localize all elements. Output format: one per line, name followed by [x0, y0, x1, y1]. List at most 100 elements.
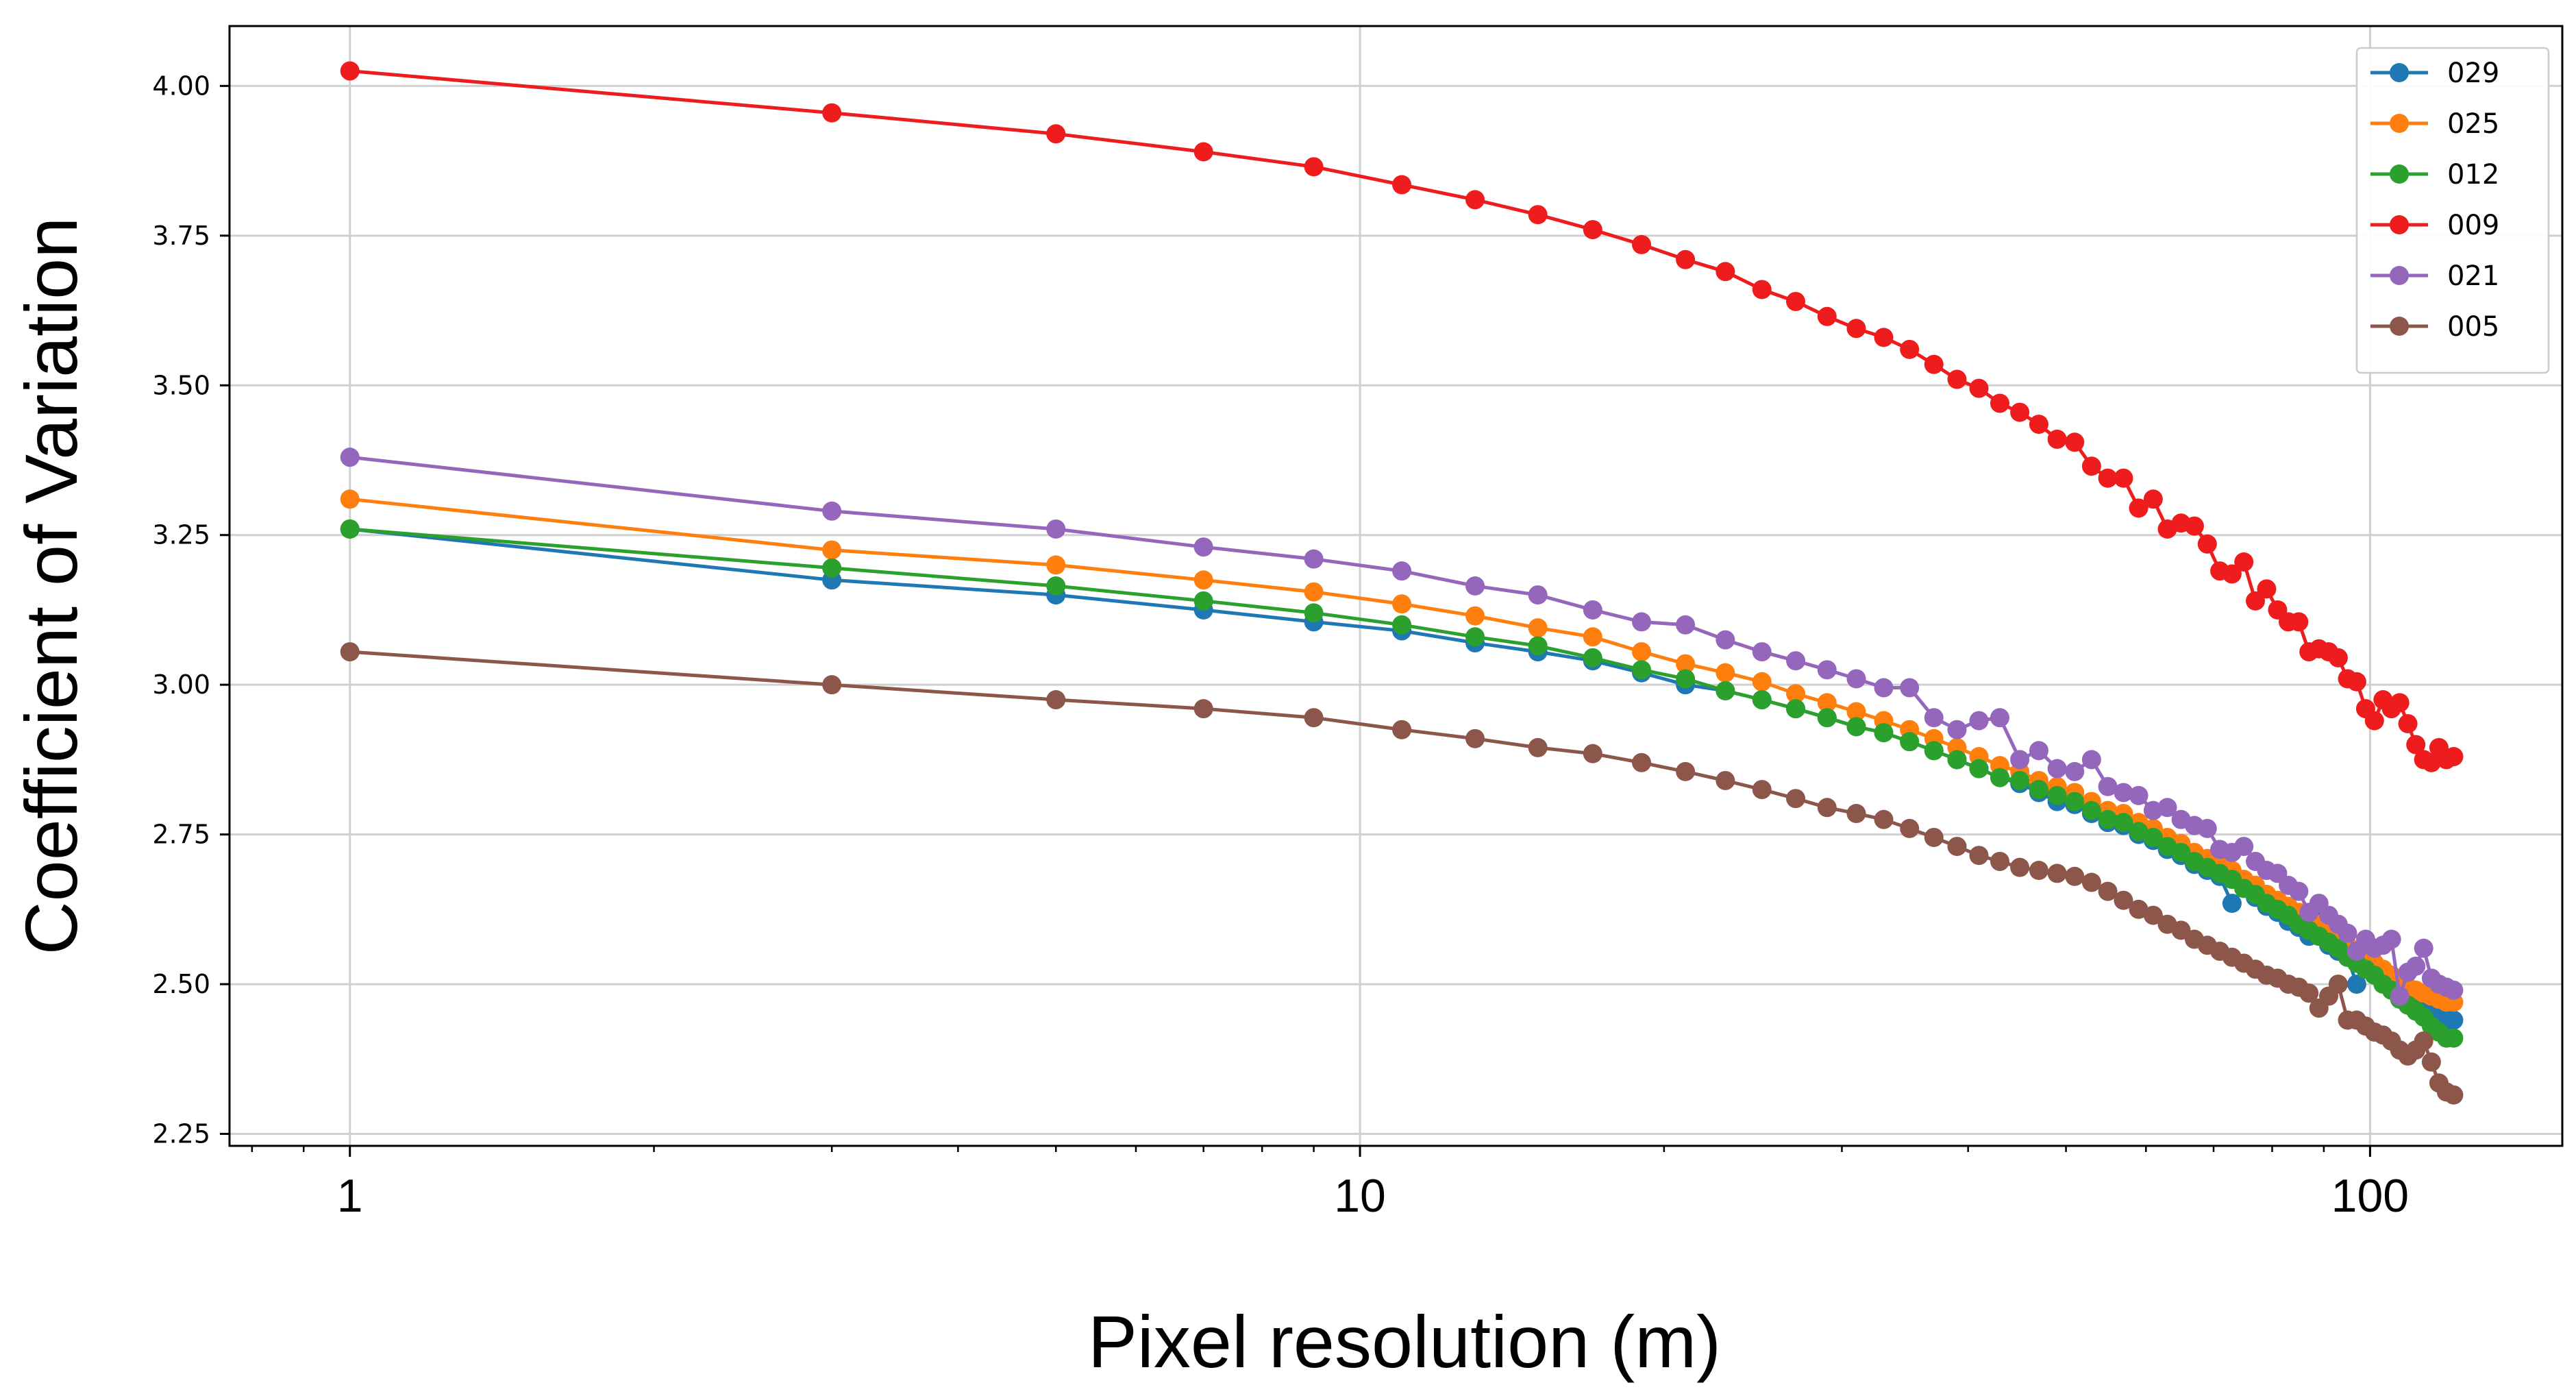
data-point-009 [1752, 280, 1772, 299]
data-point-012 [1583, 648, 1602, 668]
x-axis-title: Pixel resolution (m) [1088, 1300, 1721, 1383]
data-point-021 [2065, 761, 2085, 781]
data-point-025 [1193, 570, 1213, 590]
data-point-005 [1846, 804, 1866, 824]
data-point-021 [2029, 741, 2048, 761]
grid-lines [230, 26, 2562, 1146]
data-point-021 [1752, 642, 1772, 662]
data-point-012 [1716, 681, 1735, 700]
data-point-005 [1583, 744, 1602, 763]
data-point-021 [1969, 711, 1989, 731]
y-tick-label: 3.00 [152, 670, 210, 700]
data-point-005 [2010, 857, 2030, 877]
data-point-009 [2010, 402, 2030, 422]
data-point-012 [1528, 636, 1548, 656]
data-point-009 [2421, 752, 2441, 772]
data-point-005 [1990, 851, 2009, 871]
data-point-009 [2444, 747, 2464, 767]
y-tick-label: 3.75 [152, 221, 210, 251]
data-point-005 [2081, 872, 2101, 892]
legend-entry-029: 029 [2370, 58, 2499, 89]
data-point-012 [1304, 603, 1324, 623]
data-point-021 [1304, 549, 1324, 569]
data-point-009 [2289, 612, 2309, 632]
data-point-012 [2143, 827, 2163, 847]
data-point-009 [1583, 220, 1602, 240]
data-point-009 [2246, 591, 2266, 611]
legend-marker [2390, 317, 2409, 336]
data-point-021 [340, 448, 360, 467]
data-point-021 [1924, 708, 1944, 728]
data-point-009 [2047, 429, 2067, 449]
data-point-025 [1392, 594, 1412, 614]
data-point-005 [2444, 1085, 2464, 1105]
data-point-021 [1900, 678, 1920, 698]
data-point-005 [1874, 809, 1894, 829]
legend-marker [2390, 164, 2409, 184]
data-point-025 [1583, 627, 1602, 647]
data-point-021 [2381, 929, 2401, 949]
data-point-009 [2029, 415, 2048, 434]
x-tick-label: 100 [2331, 1170, 2409, 1222]
data-point-005 [1392, 720, 1412, 739]
data-point-012 [1676, 669, 1696, 689]
data-point-012 [2129, 822, 2148, 842]
data-point-009 [1716, 262, 1735, 282]
data-point-021 [1786, 651, 1806, 671]
legend-label: 012 [2447, 159, 2499, 191]
data-point-009 [1304, 157, 1324, 177]
data-point-012 [1465, 627, 1485, 647]
data-point-012 [1817, 708, 1837, 728]
data-point-012 [2114, 813, 2133, 833]
data-point-009 [1924, 354, 1944, 374]
data-point-012 [1046, 576, 1066, 596]
data-point-021 [1046, 519, 1066, 539]
data-point-025 [1304, 582, 1324, 602]
series-005 [340, 642, 2464, 1105]
legend-marker [2390, 215, 2409, 234]
data-point-009 [1528, 205, 1548, 225]
data-point-009 [1632, 234, 1652, 254]
data-point-009 [2197, 534, 2217, 554]
data-point-005 [1924, 827, 1944, 847]
data-point-021 [2129, 785, 2148, 805]
y-axis: 2.25 2.50 2.75 3.00 3.25 3.50 3.75 4.00 [152, 71, 230, 1149]
data-point-009 [2328, 648, 2348, 668]
data-point-021 [1990, 708, 2009, 728]
legend-entry-009: 009 [2370, 210, 2499, 241]
data-point-009 [1990, 393, 2009, 413]
data-point-005 [2421, 1052, 2441, 1072]
data-point-012 [1900, 732, 1920, 752]
data-point-025 [1676, 654, 1696, 674]
data-point-021 [2234, 837, 2254, 857]
data-point-029 [2222, 894, 2242, 914]
data-point-009 [1947, 369, 1967, 389]
data-point-005 [2129, 899, 2148, 919]
data-point-012 [1193, 591, 1213, 611]
legend-label: 021 [2447, 260, 2499, 292]
data-point-009 [340, 61, 360, 81]
data-point-029 [2444, 1010, 2464, 1030]
series-layer [340, 61, 2464, 1105]
data-point-021 [1874, 678, 1894, 698]
data-point-021 [1947, 720, 1967, 739]
legend-entry-005: 005 [2370, 311, 2499, 343]
data-point-021 [1676, 615, 1696, 635]
data-point-021 [2444, 980, 2464, 1000]
data-point-021 [1465, 576, 1485, 596]
data-point-005 [1900, 818, 1920, 838]
data-point-005 [2065, 866, 2085, 886]
data-point-021 [2081, 750, 2101, 770]
data-point-012 [1947, 750, 1967, 770]
data-point-009 [1874, 328, 1894, 347]
data-point-009 [2114, 468, 2133, 488]
series-009 [340, 61, 2464, 772]
x-tick-label: 10 [1334, 1170, 1386, 1222]
y-tick-label: 3.50 [152, 370, 210, 400]
data-point-009 [1900, 339, 1920, 359]
y-tick-label: 3.25 [152, 520, 210, 550]
legend-label: 005 [2447, 311, 2499, 343]
data-point-009 [1817, 306, 1837, 326]
data-point-005 [1193, 699, 1213, 719]
data-point-012 [2081, 800, 2101, 820]
